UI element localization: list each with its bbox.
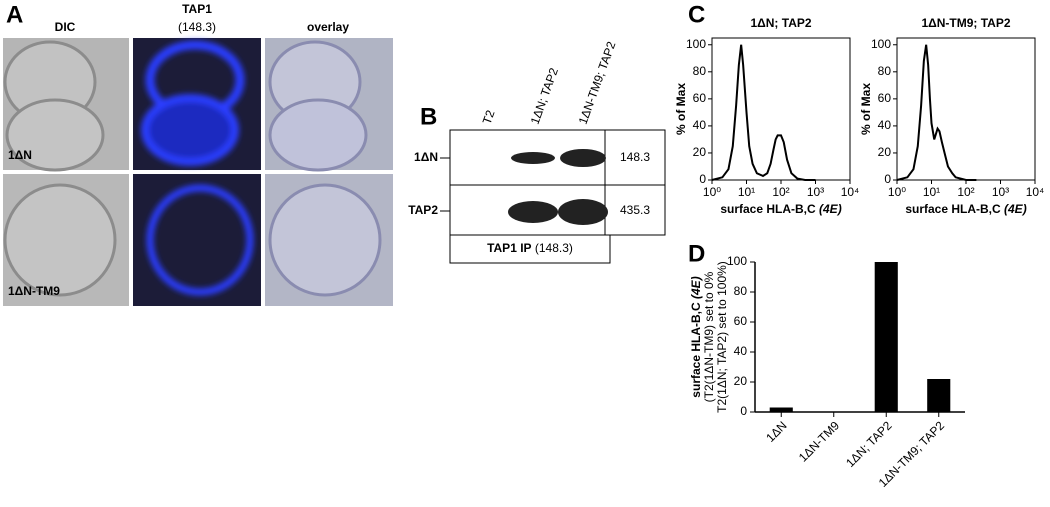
y-axis-label-italic: (4E) xyxy=(689,276,703,299)
y-tick-label: 0 xyxy=(740,404,747,418)
x-tick-label: 10² xyxy=(957,185,974,199)
y-tick-label: 100 xyxy=(686,37,706,51)
row-label: 1ΔN-TM9 xyxy=(8,284,60,298)
y-tick-label: 100 xyxy=(727,254,747,268)
antibody-label: 148.3 xyxy=(620,150,650,164)
micrographs xyxy=(3,38,393,306)
x-tick-label: 10² xyxy=(772,185,789,199)
bar xyxy=(927,379,951,412)
bands xyxy=(508,149,608,225)
y-tick-label: 20 xyxy=(693,145,707,159)
column-header: TAP1 xyxy=(182,2,212,16)
y-axis-label: % of Max xyxy=(859,83,873,135)
x-axis-label: surface HLA-B,C (4E) xyxy=(905,202,1026,216)
plot-frame xyxy=(711,37,851,181)
y-axis-label-text: T2(1ΔN; TAP2) set to 100%) xyxy=(715,261,729,413)
panel-letter: B xyxy=(420,103,437,130)
y-tick-label: 0 xyxy=(884,172,891,186)
column-header: overlay xyxy=(307,20,349,34)
y-tick-label: 40 xyxy=(734,344,748,358)
y-tick-label: 80 xyxy=(734,284,748,298)
ip-antibody: (148.3) xyxy=(535,241,573,255)
x-tick-label: 10⁴ xyxy=(841,185,860,199)
chart-title: 1ΔN-TM9; TAP2 xyxy=(921,16,1010,30)
row-label: TAP2 xyxy=(408,203,438,217)
plot-frame xyxy=(896,37,1036,181)
x-axis-label-italic: (4E) xyxy=(819,202,842,216)
row-label: 1ΔN xyxy=(8,148,32,162)
x-tick-label: 10¹ xyxy=(923,185,940,199)
cell xyxy=(268,183,382,297)
y-tick-label: 40 xyxy=(693,118,707,132)
x-tick-label: 10⁰ xyxy=(703,185,721,199)
y-tick-label: 60 xyxy=(878,91,892,105)
bar xyxy=(769,407,793,412)
histogram-line xyxy=(711,44,816,181)
antibody-label: (148.3) xyxy=(178,20,216,34)
y-axis-label: (T2(1ΔN-TM9) set to 0% xyxy=(702,271,716,402)
chart-title: 1ΔN; TAP2 xyxy=(750,16,811,30)
x-tick-label: 10¹ xyxy=(738,185,755,199)
lane-label: 1ΔN; TAP2 xyxy=(528,66,561,126)
cell xyxy=(268,98,368,172)
y-tick-label: 100 xyxy=(871,37,891,51)
ip-label: TAP1 IP (148.3) xyxy=(487,241,573,255)
y-axis-label: T2(1ΔN; TAP2) set to 100%) xyxy=(715,261,729,413)
y-tick-label: 20 xyxy=(878,145,892,159)
x-tick-label: 1ΔN; TAP2 xyxy=(843,418,895,470)
y-axis-label: surface HLA-B,C (4E) xyxy=(689,276,703,397)
bar xyxy=(874,262,898,412)
y-axis-label-text: (T2(1ΔN-TM9) set to 0% xyxy=(702,271,716,402)
x-axis-label: surface HLA-B,C (4E) xyxy=(720,202,841,216)
y-tick-label: 80 xyxy=(693,64,707,78)
y-tick-label: 60 xyxy=(734,314,748,328)
panel-letter: D xyxy=(688,240,705,267)
antibody-label: 435.3 xyxy=(620,203,650,217)
y-tick-label: 80 xyxy=(878,64,892,78)
y-tick-label: 60 xyxy=(693,91,707,105)
y-tick-label: 0 xyxy=(699,172,706,186)
column-header: DIC xyxy=(55,20,76,34)
cell xyxy=(5,98,105,172)
x-axis-label-italic: (4E) xyxy=(1004,202,1027,216)
y-axis-label: % of Max xyxy=(674,83,688,135)
panel-letter: A xyxy=(6,1,23,28)
blot-frame xyxy=(440,129,666,264)
histogram-line xyxy=(896,44,977,181)
y-tick-label: 40 xyxy=(878,118,892,132)
x-axis-label-text: surface HLA-B,C xyxy=(905,202,1001,216)
x-tick-label: 10³ xyxy=(807,185,824,199)
x-axis-label-text: surface HLA-B,C xyxy=(720,202,816,216)
row-label: 1ΔN xyxy=(414,150,438,164)
y-tick-label: 20 xyxy=(734,374,748,388)
x-tick-label: 10³ xyxy=(992,185,1009,199)
y-axis-label-text: surface HLA-B,C xyxy=(689,302,703,398)
fluorescence-image xyxy=(133,174,261,306)
panel-letter: C xyxy=(688,1,705,28)
ip-name: TAP1 IP xyxy=(487,241,531,255)
x-tick-label: 10⁴ xyxy=(1026,185,1045,199)
lane-label: T2 xyxy=(480,108,498,126)
lane-label: 1ΔN-TM9; TAP2 xyxy=(576,39,619,126)
x-tick-label: 1ΔN-TM9 xyxy=(796,418,842,464)
x-tick-label: 10⁰ xyxy=(888,185,906,199)
x-tick-label: 1ΔN xyxy=(763,418,789,444)
cell xyxy=(3,183,117,297)
